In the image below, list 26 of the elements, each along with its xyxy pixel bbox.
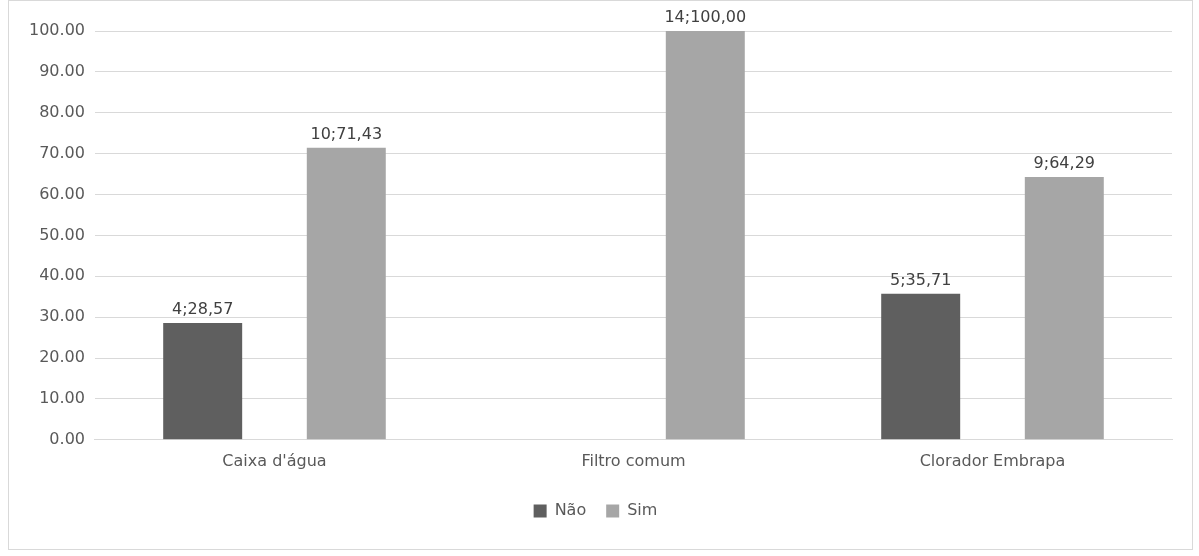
y-tick-label: 10.00 [39,388,85,408]
x-tick-label: Filtro comum [581,450,686,470]
y-tick-label: 50.00 [39,224,85,244]
bar [306,147,386,440]
legend-label: Sim [627,500,658,520]
y-tick-label: 20.00 [39,347,85,367]
y-tick-label: 30.00 [39,306,85,326]
x-tick-label: Clorador Embrapa [919,450,1066,470]
y-tick-label: 70.00 [39,142,85,162]
y-tick-label: 80.00 [39,101,85,121]
y-tick-label: 0.00 [49,428,85,448]
legend-label: Não [554,500,587,520]
bar [881,293,961,440]
bar [163,323,243,440]
y-tick-label: 90.00 [39,61,85,81]
bar [1024,176,1104,440]
data-label: 14;100,00 [664,7,747,27]
data-label: 5;35,71 [890,269,952,289]
x-tick-label: Caixa d'água [222,450,327,470]
data-label: 9;64,29 [1033,153,1095,173]
data-label: 10;71,43 [310,123,383,143]
bar [665,31,745,440]
data-label: 4;28,57 [172,299,234,319]
y-tick-label: 100.00 [29,20,85,40]
y-tick-label: 40.00 [39,265,85,285]
y-tick-label: 60.00 [39,183,85,203]
